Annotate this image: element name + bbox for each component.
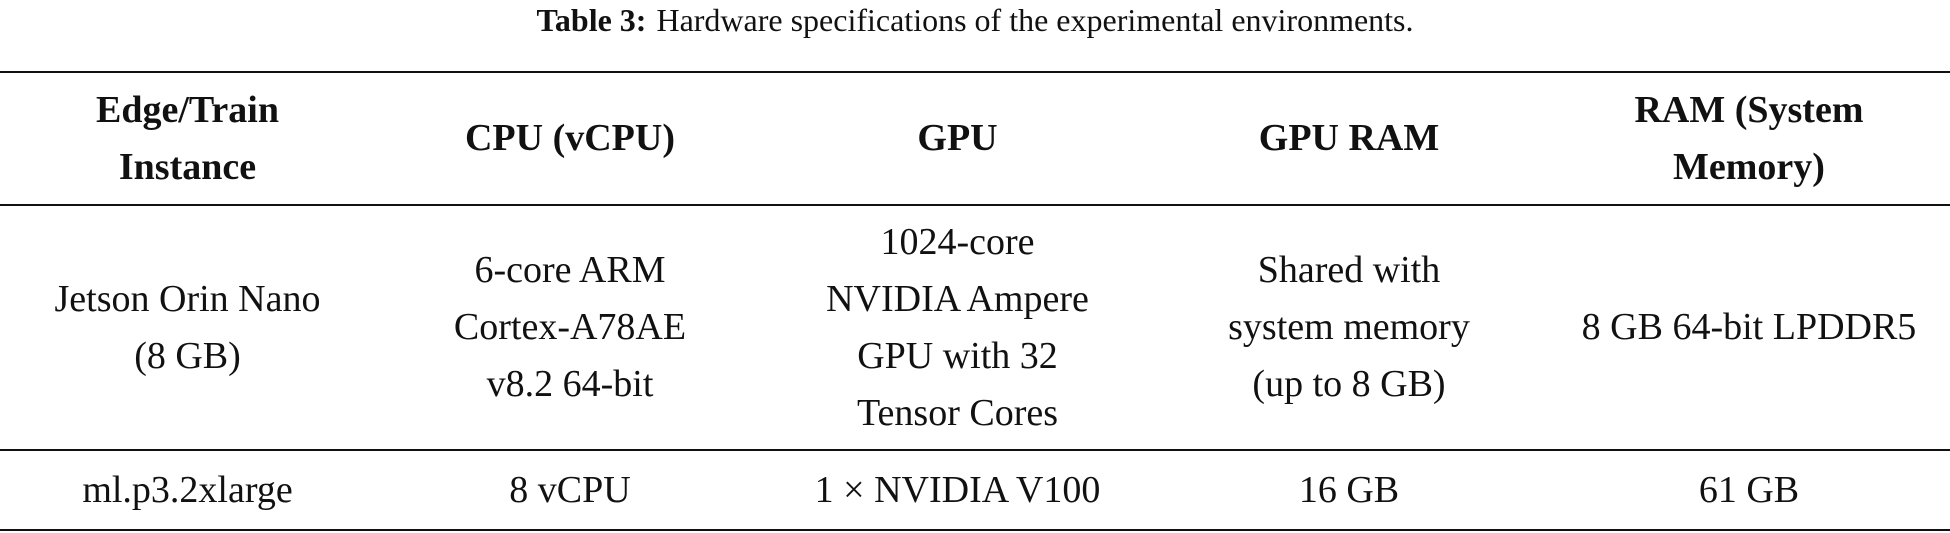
- caption: Table 3: Hardware specifications of the e…: [0, 0, 1950, 50]
- header-cell: Edge/Train Instance: [0, 72, 375, 205]
- header-cell: CPU (vCPU): [375, 72, 765, 205]
- cell-line: 1 × NVIDIA V100: [814, 468, 1101, 511]
- table-cell: 8 vCPU: [375, 450, 765, 530]
- cell-line: v8.2 64-bit: [486, 363, 654, 405]
- cell-line: 8 GB 64-bit LPDDR5: [1581, 306, 1917, 348]
- caption-text: Hardware specifications of the experimen…: [656, 2, 1414, 38]
- table-cell: 1 × NVIDIA V100: [765, 450, 1150, 530]
- cell-line: Cortex-A78AE: [453, 306, 687, 348]
- table-cell: 8 GB 64-bit LPDDR5: [1548, 205, 1950, 450]
- caption-label: Table 3:: [536, 2, 647, 38]
- header-row: Edge/Train Instance CPU (vCPU) GPU GPU RAM RA…: [0, 72, 1950, 205]
- table-cell: 16 GB: [1150, 450, 1548, 530]
- cell-line: (up to 8 GB): [1252, 363, 1446, 405]
- cell-line: GPU with 32: [857, 334, 1058, 377]
- table-cell: ml.p3.2xlarge: [0, 450, 375, 530]
- cell-line: NVIDIA Ampere: [826, 277, 1089, 320]
- table-row: ml.p3.2xlarge 8 vCPU 1 × NVIDIA V100 16 GB 6…: [0, 450, 1950, 530]
- cell-line: 8 vCPU: [509, 468, 631, 511]
- cell-line: RAM (System: [1634, 88, 1864, 131]
- header-cell: RAM (System Memory): [1548, 72, 1950, 205]
- header-cell: GPU RAM: [1150, 72, 1548, 205]
- cell-line: system memory: [1228, 306, 1470, 348]
- table-cell: 6-core ARM Cortex-A78AE v8.2 64-bit: [375, 205, 765, 450]
- table-cell: 1024-core NVIDIA Ampere GPU with 32 Tensor …: [765, 205, 1150, 450]
- spec-table: Edge/Train Instance CPU (vCPU) GPU GPU RAM RA…: [0, 71, 1950, 531]
- cell-line: Instance: [118, 145, 257, 188]
- table-body: Jetson Orin Nano (8 GB) 6-core ARM Cortex-A…: [0, 205, 1950, 530]
- table-cell: Jetson Orin Nano (8 GB): [0, 205, 375, 450]
- cell-line: 1024-core: [880, 220, 1035, 263]
- table-row: Jetson Orin Nano (8 GB) 6-core ARM Cortex-A…: [0, 205, 1950, 450]
- table-cell: 61 GB: [1548, 450, 1950, 530]
- cell-line: GPU: [917, 117, 998, 159]
- cell-line: Shared with: [1257, 249, 1441, 291]
- cell-line: Memory): [1673, 145, 1825, 188]
- cell-line: 6-core ARM: [474, 249, 666, 291]
- cell-line: (8 GB): [134, 334, 241, 377]
- table-cell: Shared with system memory (up to 8 GB): [1150, 205, 1548, 450]
- cell-line: GPU RAM: [1258, 117, 1440, 159]
- cell-line: ml.p3.2xlarge: [82, 468, 293, 511]
- cell-line: CPU (vCPU): [464, 117, 675, 159]
- cell-line: Edge/Train: [96, 88, 279, 131]
- cell-line: Jetson Orin Nano: [54, 277, 321, 320]
- cell-line: 61 GB: [1698, 468, 1800, 511]
- cell-line: Tensor Cores: [856, 391, 1059, 434]
- cell-line: 16 GB: [1298, 468, 1400, 511]
- header-cell: GPU: [765, 72, 1150, 205]
